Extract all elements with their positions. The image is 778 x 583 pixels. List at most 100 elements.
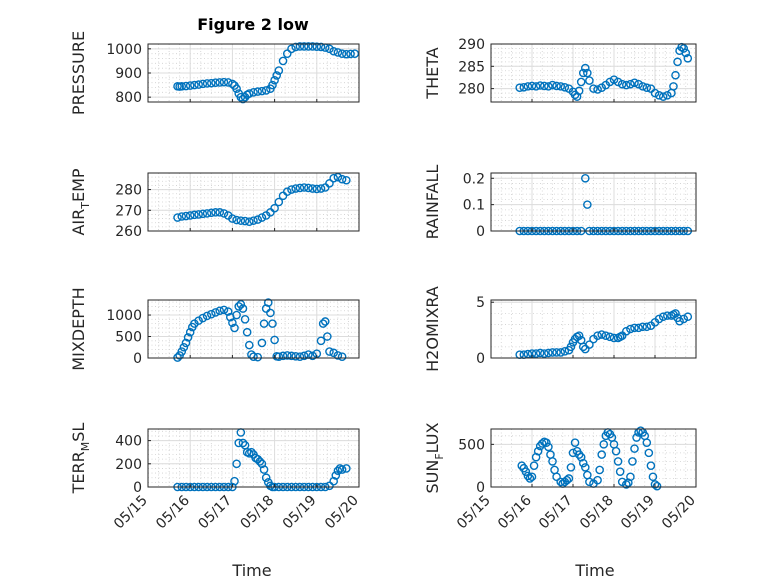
data-point bbox=[597, 330, 607, 339]
data-point bbox=[206, 78, 216, 88]
y-axis-label: H2OMIXRA bbox=[423, 286, 442, 372]
y-axis-label: SUNFLUX bbox=[423, 422, 446, 493]
data-point bbox=[544, 348, 553, 358]
data-point bbox=[615, 467, 625, 476]
data-point bbox=[282, 49, 292, 58]
x-tick-label: 05/17 bbox=[536, 493, 576, 533]
data-point bbox=[605, 332, 615, 342]
data-point bbox=[215, 78, 225, 87]
x-tick-label: 05/17 bbox=[195, 493, 235, 533]
data-point bbox=[257, 459, 267, 469]
data-point bbox=[581, 173, 590, 183]
data-point bbox=[230, 476, 239, 486]
data-point bbox=[652, 481, 662, 491]
data-point bbox=[249, 216, 258, 225]
data-point bbox=[529, 461, 539, 470]
data-point bbox=[291, 184, 301, 193]
panel-air-temp: 260 270 280 AIRTEMP bbox=[69, 168, 360, 240]
data-point bbox=[259, 465, 269, 474]
data-point bbox=[308, 184, 317, 193]
data-point bbox=[654, 91, 664, 100]
data-point bbox=[578, 68, 588, 78]
data-point bbox=[194, 210, 203, 219]
data-point bbox=[329, 46, 338, 56]
data-point bbox=[523, 471, 533, 481]
data-point bbox=[622, 326, 631, 336]
data-point bbox=[257, 213, 267, 222]
data-point bbox=[316, 336, 326, 346]
data-point bbox=[177, 347, 187, 356]
data-point bbox=[253, 352, 263, 362]
data-point bbox=[242, 327, 252, 337]
data-point bbox=[630, 444, 639, 453]
y-tick-label: 0 bbox=[476, 480, 485, 496]
data-point bbox=[671, 70, 680, 80]
data-point bbox=[325, 44, 334, 54]
y-axis-label: THETA bbox=[423, 47, 442, 99]
x-axis-label-left: Time bbox=[231, 561, 271, 580]
data-point bbox=[299, 42, 309, 51]
data-point bbox=[215, 306, 225, 316]
axes-box bbox=[147, 428, 360, 488]
data-point bbox=[337, 352, 347, 362]
data-point bbox=[342, 49, 351, 59]
data-point bbox=[329, 173, 338, 183]
data-point bbox=[295, 42, 305, 51]
data-point bbox=[679, 314, 689, 324]
data-point bbox=[342, 175, 351, 185]
data-point bbox=[325, 481, 334, 491]
data-point bbox=[263, 298, 273, 307]
data-point bbox=[626, 79, 635, 89]
data-point bbox=[669, 82, 678, 91]
axes-box bbox=[147, 299, 360, 359]
data-point bbox=[593, 475, 602, 485]
y-tick-label: 5 bbox=[476, 295, 485, 311]
y-tick-label: 500 bbox=[458, 437, 485, 453]
data-point bbox=[542, 438, 551, 447]
x-tick-label: 05/19 bbox=[280, 493, 320, 533]
data-point bbox=[562, 475, 572, 485]
data-point bbox=[295, 352, 305, 362]
data-point bbox=[268, 319, 277, 328]
data-point bbox=[299, 183, 309, 192]
data-point bbox=[274, 66, 284, 75]
data-point bbox=[654, 314, 664, 324]
data-point bbox=[223, 307, 233, 316]
data-point bbox=[329, 348, 338, 358]
data-point bbox=[540, 349, 549, 358]
data-point bbox=[219, 209, 229, 218]
y-tick-label: 0 bbox=[133, 480, 142, 496]
data-point bbox=[337, 174, 347, 184]
data-point bbox=[211, 308, 220, 317]
data-point bbox=[540, 81, 549, 91]
panel-pressure: 800 900 1000 PRESSURE bbox=[69, 31, 360, 115]
axes-box bbox=[490, 43, 697, 103]
data-point bbox=[605, 77, 615, 87]
data-point bbox=[198, 313, 208, 323]
data-point bbox=[206, 208, 216, 218]
data-point bbox=[552, 472, 561, 482]
data-point bbox=[346, 49, 355, 59]
data-point bbox=[646, 461, 656, 470]
data-point bbox=[525, 474, 535, 483]
data-point bbox=[202, 209, 212, 218]
data-point bbox=[585, 477, 594, 487]
data-point bbox=[583, 200, 592, 209]
data-point bbox=[337, 465, 347, 474]
data-point bbox=[566, 342, 576, 352]
data-point bbox=[531, 349, 541, 358]
data-point bbox=[527, 472, 537, 482]
panel-sun-flux: 0 500 05/15 05/16 05/17 05/18 05/19 05/20 SUNFLU… bbox=[423, 422, 699, 532]
data-point bbox=[261, 473, 271, 483]
data-point bbox=[325, 347, 334, 356]
data-point bbox=[173, 213, 182, 222]
data-point bbox=[240, 216, 250, 226]
data-point bbox=[190, 80, 199, 90]
data-point bbox=[683, 312, 693, 322]
data-point bbox=[642, 83, 652, 93]
data-point bbox=[552, 348, 561, 357]
data-point bbox=[609, 333, 619, 343]
panel-mixdepth: 0 500 1000 MIXDEPTH bbox=[69, 287, 360, 371]
y-tick-label: 0 bbox=[133, 351, 142, 367]
data-point bbox=[181, 338, 191, 348]
